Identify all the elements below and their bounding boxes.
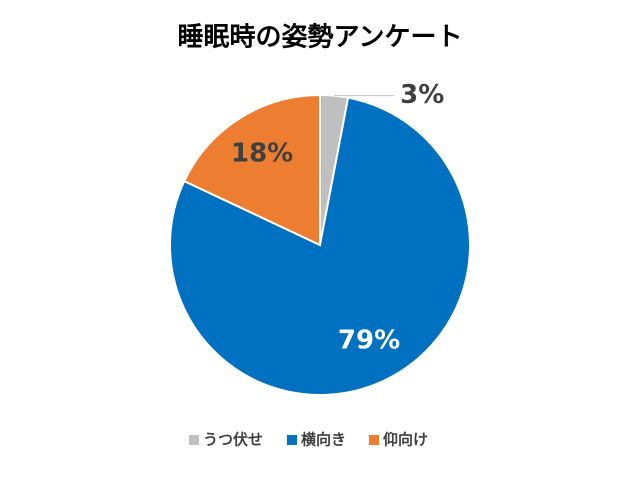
chart-title: 睡眠時の姿勢アンケート	[178, 23, 463, 53]
data-label: 18%	[231, 138, 293, 168]
data-label: 3%	[400, 80, 444, 110]
pie-slice	[182, 93, 321, 247]
data-label: 79%	[338, 326, 400, 356]
pie-slice	[169, 96, 471, 396]
legend-swatch	[369, 435, 379, 445]
legend-label: うつ伏せ	[203, 431, 263, 449]
legend-swatch	[287, 435, 297, 445]
legend-swatch	[189, 435, 199, 445]
legend-label: 仰向け	[383, 431, 428, 449]
legend-label: 横向き	[301, 431, 346, 449]
